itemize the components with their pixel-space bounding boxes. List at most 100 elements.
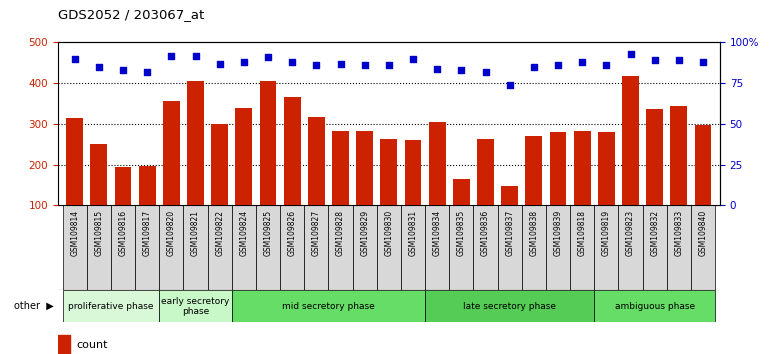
Bar xyxy=(357,131,373,205)
Bar xyxy=(211,124,228,205)
Bar xyxy=(646,109,663,205)
Bar xyxy=(667,205,691,290)
Bar xyxy=(66,118,83,205)
Point xyxy=(189,53,202,58)
Point xyxy=(286,59,298,65)
Bar xyxy=(404,140,421,205)
Bar xyxy=(522,205,546,290)
Point xyxy=(455,67,467,73)
Bar xyxy=(308,116,325,205)
Bar xyxy=(283,97,300,205)
Bar xyxy=(449,205,474,290)
Bar xyxy=(304,205,329,290)
Bar xyxy=(183,205,208,290)
Bar xyxy=(380,139,397,205)
Text: GSM109837: GSM109837 xyxy=(505,210,514,256)
Bar xyxy=(256,205,280,290)
Bar xyxy=(425,290,594,322)
Point xyxy=(504,82,516,88)
Point xyxy=(262,54,274,60)
Text: proliferative phase: proliferative phase xyxy=(69,302,154,311)
Bar xyxy=(497,205,522,290)
Bar xyxy=(546,205,570,290)
Bar xyxy=(474,205,497,290)
Point xyxy=(407,56,419,62)
Text: GSM109815: GSM109815 xyxy=(95,210,103,256)
Text: GSM109838: GSM109838 xyxy=(529,210,538,256)
Bar xyxy=(329,205,353,290)
Bar xyxy=(525,136,542,205)
Bar xyxy=(115,167,132,205)
Bar xyxy=(139,166,156,205)
Point xyxy=(600,62,612,68)
Point xyxy=(624,51,637,57)
Text: GSM109825: GSM109825 xyxy=(263,210,273,256)
Bar xyxy=(401,205,425,290)
Point xyxy=(480,69,492,75)
Text: GSM109830: GSM109830 xyxy=(384,210,393,256)
Point xyxy=(359,62,371,68)
Text: GSM109833: GSM109833 xyxy=(675,210,683,256)
Bar xyxy=(159,205,183,290)
Text: GSM109821: GSM109821 xyxy=(191,210,200,256)
Bar xyxy=(163,101,180,205)
Point xyxy=(310,62,323,68)
Text: GSM109834: GSM109834 xyxy=(433,210,442,256)
Text: GSM109832: GSM109832 xyxy=(650,210,659,256)
Bar xyxy=(477,139,494,205)
Text: GSM109836: GSM109836 xyxy=(481,210,490,256)
Bar xyxy=(187,81,204,205)
Text: GSM109820: GSM109820 xyxy=(167,210,176,256)
Text: other  ▶: other ▶ xyxy=(14,301,54,311)
Bar xyxy=(453,179,470,205)
Text: GSM109822: GSM109822 xyxy=(215,210,224,256)
Bar xyxy=(643,205,667,290)
Text: GSM109814: GSM109814 xyxy=(70,210,79,256)
Point xyxy=(527,64,540,70)
Bar xyxy=(90,144,107,205)
Text: late secretory phase: late secretory phase xyxy=(464,302,556,311)
Point xyxy=(648,58,661,63)
Text: GSM109818: GSM109818 xyxy=(578,210,587,256)
Point xyxy=(431,66,444,72)
Text: GSM109831: GSM109831 xyxy=(409,210,417,256)
Bar xyxy=(570,205,594,290)
Bar xyxy=(111,205,135,290)
Text: GSM109839: GSM109839 xyxy=(554,210,563,256)
Bar xyxy=(695,125,711,205)
Point xyxy=(673,58,685,63)
Bar xyxy=(236,108,253,205)
Bar xyxy=(353,205,377,290)
Text: GSM109817: GSM109817 xyxy=(142,210,152,256)
Bar xyxy=(501,186,518,205)
Text: GSM109819: GSM109819 xyxy=(602,210,611,256)
Text: GSM109823: GSM109823 xyxy=(626,210,635,256)
Bar xyxy=(598,132,614,205)
Bar xyxy=(135,205,159,290)
Bar xyxy=(232,205,256,290)
Bar xyxy=(62,290,159,322)
Point xyxy=(697,59,709,65)
Bar xyxy=(574,131,591,205)
Bar xyxy=(259,81,276,205)
Text: ambiguous phase: ambiguous phase xyxy=(614,302,695,311)
Text: mid secretory phase: mid secretory phase xyxy=(282,302,375,311)
Bar xyxy=(622,76,639,205)
Point xyxy=(238,59,250,65)
Point xyxy=(576,59,588,65)
Text: early secretory
phase: early secretory phase xyxy=(162,297,229,316)
Bar xyxy=(87,205,111,290)
Point xyxy=(117,67,129,73)
Point xyxy=(141,69,153,75)
Bar xyxy=(594,205,618,290)
Text: GSM109828: GSM109828 xyxy=(336,210,345,256)
Bar xyxy=(62,205,87,290)
Bar xyxy=(594,290,715,322)
Bar xyxy=(332,131,349,205)
Text: GSM109827: GSM109827 xyxy=(312,210,321,256)
Text: GSM109840: GSM109840 xyxy=(698,210,708,256)
Point xyxy=(69,56,81,62)
Bar xyxy=(550,132,567,205)
Bar xyxy=(425,205,449,290)
Point xyxy=(334,61,346,67)
